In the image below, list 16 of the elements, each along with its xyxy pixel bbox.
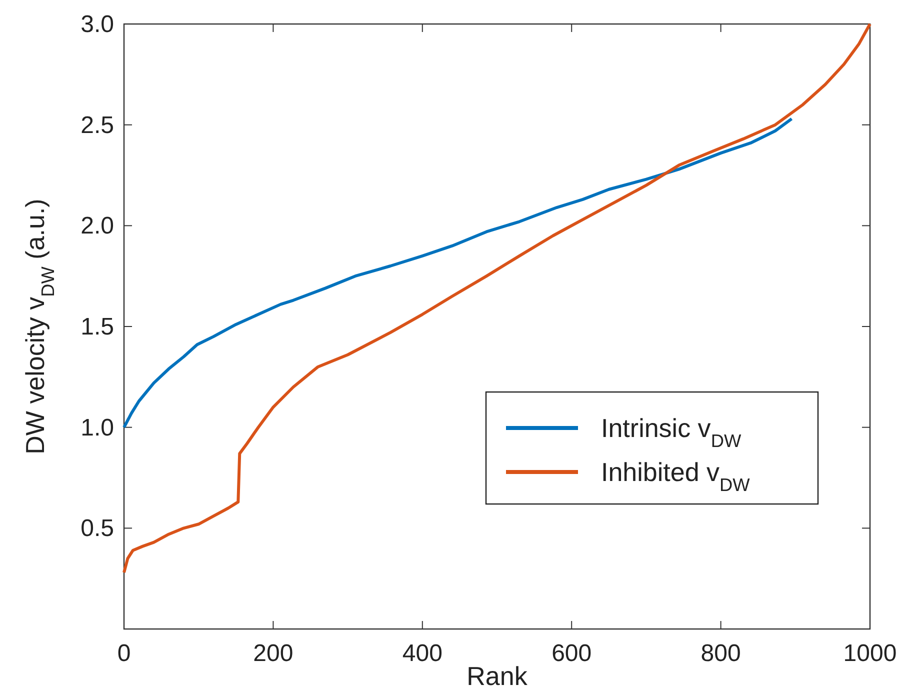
x-tick-label: 0 [117, 640, 131, 667]
x-tick-label: 1000 [843, 640, 897, 667]
y-tick-label: 0.5 [80, 515, 114, 542]
x-tick-label: 600 [552, 640, 592, 667]
line-series [122, 22, 872, 574]
y-tick-label: 1.5 [80, 314, 114, 340]
x-tick-label: 400 [402, 640, 442, 667]
legend-label: Intrinsic v$_{DW}$ [601, 413, 742, 451]
y-tick-label: 2.5 [80, 112, 114, 139]
x-tick-label: 800 [700, 640, 741, 667]
x-axis-title: Rank [466, 661, 528, 691]
y-tick-label: 2.0 [80, 212, 114, 240]
y-tick-label: 3.0 [80, 11, 114, 38]
legend-label: Inhibited v$_{DW}$ [601, 457, 751, 495]
x-tick-label: 200 [253, 640, 294, 667]
y-tick-label: 1.0 [80, 414, 114, 442]
